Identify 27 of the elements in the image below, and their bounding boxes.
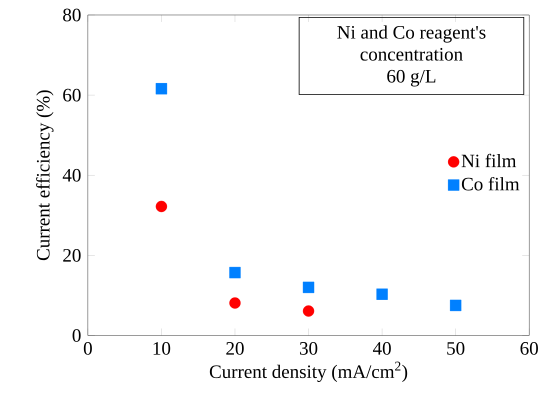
annotation: 60 g/L xyxy=(387,70,436,86)
x-tick-label: 0 xyxy=(84,342,92,355)
point xyxy=(376,288,388,300)
y-tick-label: 40 xyxy=(62,168,81,182)
x-tick-label: 20 xyxy=(226,342,244,355)
x-tick-label: 40 xyxy=(372,342,391,355)
y-tick-label: 80 xyxy=(63,8,81,22)
point xyxy=(156,82,168,94)
y-axis-title: Current efficiency (%) xyxy=(36,90,54,260)
x-tick-label: 10 xyxy=(154,342,170,355)
annotation: Ni and Co reagent's xyxy=(337,25,486,42)
annotation: concentration xyxy=(360,48,463,60)
legend-label: Co film xyxy=(462,176,520,190)
x-tick-label: 30 xyxy=(300,342,318,355)
y-tick-label: 0 xyxy=(72,328,81,342)
point xyxy=(302,305,314,317)
y-tick-label: 60 xyxy=(63,88,81,102)
point xyxy=(229,297,241,309)
legend-label: Ni film xyxy=(462,154,516,167)
point xyxy=(156,200,168,212)
x-axis-title: Current density (mA/cm$^{2}$) xyxy=(210,361,408,382)
y-tick-label: 20 xyxy=(63,248,81,262)
x-tick-label: 50 xyxy=(447,342,464,355)
x-tick-label: 60 xyxy=(520,342,538,355)
point xyxy=(450,300,462,311)
point xyxy=(229,266,241,278)
point xyxy=(302,282,314,293)
